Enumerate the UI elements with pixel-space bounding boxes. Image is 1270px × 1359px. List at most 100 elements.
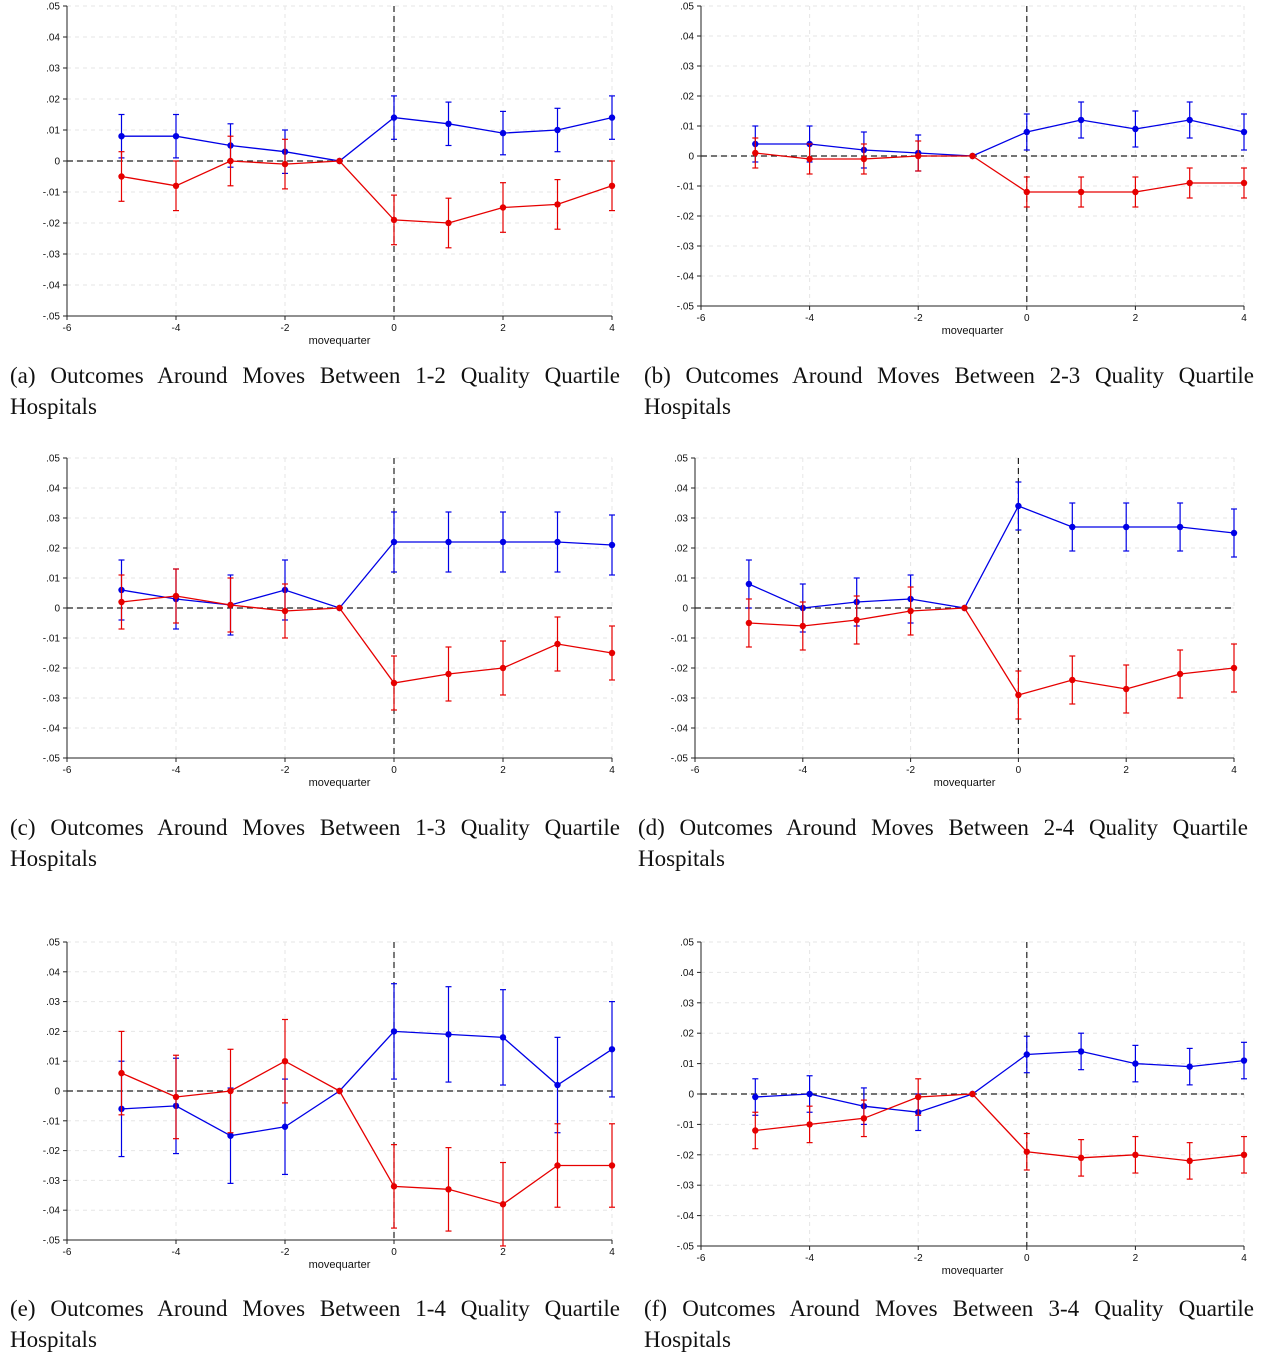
series-line [755, 119, 1245, 157]
series-line [748, 607, 1235, 696]
x-tick-label: 4 [609, 323, 615, 334]
y-tick-label: -.01 [671, 634, 689, 645]
series-line [748, 505, 1235, 609]
x-tick-label: -2 [914, 313, 923, 324]
chart-d: .05 .04 .03 .02 .01 0 -.01 -.02 -.03 -.04 -.05-6 -4… [671, 454, 1238, 790]
y-tick-label: .03 [46, 514, 60, 525]
data-point [608, 1162, 616, 1169]
data-point [915, 1093, 922, 1101]
data-point [118, 598, 125, 606]
y-tick-label: -.02 [43, 664, 61, 675]
data-point [499, 129, 507, 137]
y-tick-label: .03 [46, 997, 60, 1008]
x-tick-label: 0 [1024, 313, 1030, 324]
data-point [608, 649, 616, 657]
y-tick-label: .03 [46, 64, 60, 75]
y-tick-label: -.01 [43, 1116, 61, 1127]
y-tick-label: -.05 [43, 1236, 61, 1247]
data-point [445, 1186, 452, 1193]
y-tick-label: .02 [46, 95, 60, 106]
data-point [806, 1090, 813, 1098]
data-point [499, 204, 507, 211]
y-tick-label: .02 [680, 92, 694, 103]
y-tick-label: 0 [54, 604, 60, 615]
y-tick-label: -.03 [43, 1176, 61, 1187]
x-tick-label: -4 [172, 1247, 181, 1258]
x-axis-label: movequarter [942, 1265, 1004, 1277]
data-point [1015, 691, 1022, 699]
data-point [1069, 676, 1076, 684]
x-axis-label: movequarter [942, 325, 1004, 337]
x-tick-label: -2 [906, 765, 915, 776]
y-tick-label: .05 [674, 454, 688, 465]
x-tick-label: 0 [1016, 765, 1022, 776]
y-tick-label: -.03 [677, 242, 695, 253]
data-point [969, 1090, 976, 1098]
y-tick-label: .02 [46, 544, 60, 555]
y-tick-label: -.02 [43, 219, 61, 230]
data-point [1240, 1151, 1248, 1158]
data-point [390, 679, 398, 687]
x-tick-label: -4 [805, 313, 814, 324]
data-point [1240, 1057, 1248, 1064]
data-point [118, 1069, 125, 1077]
y-tick-label: .05 [46, 454, 60, 465]
x-tick-label: -4 [798, 765, 807, 776]
y-tick-label: -.02 [43, 1146, 61, 1157]
data-point [281, 1058, 289, 1065]
y-tick-label: -.05 [43, 754, 61, 765]
y-tick-label: .05 [680, 938, 694, 949]
data-point [961, 604, 968, 612]
data-point [227, 157, 234, 165]
x-tick-label: 2 [500, 765, 506, 776]
y-tick-label: .04 [46, 967, 60, 978]
data-point [1186, 1063, 1193, 1070]
data-point [1077, 188, 1085, 196]
data-point [860, 155, 868, 163]
data-point [1176, 523, 1184, 531]
data-point [1186, 1157, 1193, 1165]
data-point [745, 580, 753, 588]
panel-e: .05 .04 .03 .02 .01 0 -.01 -.02 -.03 -.04 -.05 -6 -4… [6, 936, 621, 1356]
y-tick-label: -.04 [43, 281, 61, 292]
x-tick-label: -6 [63, 1247, 72, 1258]
data-point [281, 1123, 289, 1130]
data-point [118, 133, 125, 140]
x-tick-label: 4 [1231, 765, 1237, 776]
data-point [554, 201, 561, 208]
y-tick-label: -.03 [671, 694, 689, 705]
data-point [1077, 1154, 1085, 1162]
x-tick-label: 0 [391, 765, 397, 776]
panel-a: .05 .04 .03 .02 .01 0 -.01 -.02 -.03 -.04 -.05 -6 -4… [6, 0, 621, 425]
y-tick-label: -.04 [671, 724, 689, 735]
data-point [281, 607, 289, 615]
data-point [390, 216, 398, 224]
x-tick-label: 2 [1133, 1253, 1139, 1264]
y-tick-label: .05 [680, 2, 694, 13]
x-tick-label: -4 [172, 765, 181, 776]
y-tick-label: -.04 [43, 1206, 61, 1217]
series-line [121, 160, 613, 224]
caption-d: (d) Outcomes Around Moves Between 2-4 Qu… [638, 815, 1248, 871]
x-tick-label: -2 [281, 1247, 290, 1258]
data-point [554, 126, 561, 134]
data-point [1230, 664, 1238, 672]
x-tick-label: -2 [914, 1253, 923, 1264]
x-axis-label: movequarter [309, 335, 371, 347]
y-tick-label: -.05 [677, 302, 695, 313]
data-point [1132, 1151, 1139, 1158]
x-tick-label: -4 [805, 1253, 814, 1264]
data-point [227, 1132, 234, 1139]
y-tick-label: .02 [674, 544, 688, 555]
data-point [336, 604, 343, 612]
y-tick-label: .04 [46, 33, 60, 44]
data-point [554, 538, 561, 546]
x-tick-label: 0 [1024, 1253, 1030, 1264]
data-point [752, 1093, 759, 1101]
data-point [1132, 188, 1139, 196]
y-tick-label: 0 [54, 1087, 60, 1098]
x-tick-label: -4 [172, 323, 181, 334]
x-tick-label: 2 [500, 323, 506, 334]
data-point [1186, 116, 1193, 124]
y-tick-label: .04 [46, 484, 60, 495]
